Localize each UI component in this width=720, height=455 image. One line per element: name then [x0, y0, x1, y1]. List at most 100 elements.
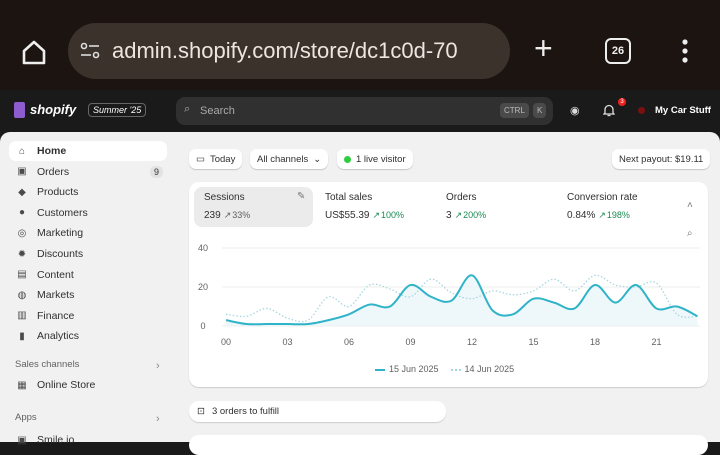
sidebar-item-label: Marketing: [37, 227, 83, 239]
sidebar-item-analytics[interactable]: ▮ Analytics: [9, 326, 167, 346]
customers-icon: ●: [16, 207, 28, 218]
sidebar-item-markets[interactable]: ◍ Markets: [9, 285, 167, 305]
date-filter-button[interactable]: ▭Today: [189, 149, 242, 169]
tabs-icon[interactable]: 26: [605, 38, 631, 64]
metric-label: Orders: [446, 192, 486, 203]
metric-value: 3: [446, 210, 452, 221]
sidebar-item-label: Markets: [37, 289, 74, 301]
sidebar-item-label: Products: [37, 186, 78, 198]
brand[interactable]: shopify: [30, 102, 76, 117]
metric-change: 198%: [607, 210, 630, 220]
channels-label: All channels: [257, 154, 308, 165]
payout-label: Next payout: $19.11: [619, 154, 703, 165]
plus-icon[interactable]: +: [534, 32, 553, 64]
metric-change: 100%: [381, 210, 404, 220]
sidebar-item-label: Analytics: [37, 330, 79, 342]
inbox-icon: ⊡: [197, 406, 205, 417]
x-tick-label: 12: [467, 337, 477, 347]
metric-label: Sessions: [204, 192, 250, 203]
collapse-chevron-icon[interactable]: ˄: [687, 200, 693, 211]
y-tick-label: 40: [198, 243, 208, 253]
live-visitor-button[interactable]: 1 live visitor: [337, 149, 413, 169]
analytics-icon: ▮: [16, 331, 28, 342]
site-settings-icon[interactable]: [80, 42, 100, 60]
orders-to-fulfill-card[interactable]: ⊡ 3 orders to fulfill: [189, 401, 446, 422]
sidebar-item-discounts[interactable]: ✹Discounts: [9, 244, 167, 264]
store-name[interactable]: My Car Stuff: [655, 105, 711, 116]
sidebar-item-label: Orders: [37, 166, 69, 178]
y-tick-label: 20: [198, 282, 208, 292]
chart-legend: 15 Jun 2025 14 Jun 2025: [375, 364, 514, 374]
legend-swatch-solid: [375, 369, 385, 371]
legend-label: 14 Jun 2025: [465, 364, 515, 374]
sidebar-item-label: Home: [37, 145, 66, 157]
browser-toolbar: admin.shopify.com/store/dc1c0d-70 + 26: [0, 0, 720, 90]
sidebar-item-marketing[interactable]: ◎Marketing: [9, 223, 167, 243]
metric-value: 0.84%: [567, 210, 595, 221]
edition-badge[interactable]: Summer '25: [88, 103, 146, 117]
app-icon: ▣: [16, 435, 28, 446]
metric-label: Total sales: [325, 192, 404, 203]
date-label: Today: [210, 154, 235, 165]
sidebar-item-finance[interactable]: ▥Finance: [9, 306, 167, 326]
x-tick-label: 18: [590, 337, 600, 347]
store-avatar[interactable]: [638, 107, 645, 114]
live-label: 1 live visitor: [356, 154, 406, 165]
metric-change: 200%: [463, 210, 486, 220]
sidebar-item-label: Smile.io: [37, 434, 74, 446]
store-icon: ▦: [16, 380, 28, 391]
trend-up-icon: ↗: [224, 210, 232, 220]
sidebar-item-content[interactable]: ▤Content: [9, 265, 167, 285]
home-icon[interactable]: [20, 38, 48, 66]
kbd-ctrl: CTRL: [500, 103, 529, 118]
legend-item-current[interactable]: 15 Jun 2025: [375, 364, 439, 374]
y-tick-label: 0: [200, 321, 205, 331]
legend-item-previous[interactable]: 14 Jun 2025: [451, 364, 515, 374]
current-area: [226, 275, 698, 326]
chevron-right-icon[interactable]: ›: [156, 413, 160, 425]
metric-value: US$55.39: [325, 210, 369, 221]
trend-up-icon: ↗: [372, 210, 380, 220]
home-icon: ⌂: [16, 146, 28, 157]
apps-heading[interactable]: Apps: [15, 412, 37, 423]
orders-to-fulfill-label: 3 orders to fulfill: [212, 406, 279, 417]
metric-total-sales[interactable]: Total sales US$55.39↗100%: [315, 187, 414, 227]
sidebar-item-label: Online Store: [37, 379, 95, 391]
chevron-right-icon[interactable]: ›: [156, 360, 160, 372]
metric-label: Conversion rate: [567, 192, 638, 203]
content-icon: ▤: [16, 269, 28, 280]
legend-swatch-dotted: [451, 369, 461, 371]
sidebar-item-home[interactable]: ⌂ Home: [9, 141, 167, 161]
edit-icon[interactable]: ✎: [297, 191, 305, 202]
sidebar-item-label: Customers: [37, 207, 88, 219]
address-bar[interactable]: admin.shopify.com/store/dc1c0d-70: [68, 23, 510, 79]
x-tick-label: 03: [282, 337, 292, 347]
sales-channels-heading[interactable]: Sales channels: [15, 359, 79, 370]
tab-count: 26: [612, 45, 624, 57]
sidebar-item-products[interactable]: ◆ Products: [9, 182, 167, 202]
shopify-logo-icon: [14, 102, 25, 118]
markets-icon: ◍: [16, 290, 28, 301]
next-card: [189, 435, 708, 455]
chart-search-icon[interactable]: ⌕: [687, 228, 693, 239]
sidebar-item-customers[interactable]: ● Customers: [9, 203, 167, 223]
sidebar-item-smile-io[interactable]: ▣ Smile.io: [9, 430, 167, 450]
channels-filter-button[interactable]: All channels⌄: [250, 149, 328, 169]
x-tick-label: 15: [528, 337, 538, 347]
search-input[interactable]: ⌕ Search CTRL K: [176, 97, 553, 125]
menu-icon[interactable]: [680, 38, 690, 64]
products-icon: ◆: [16, 187, 28, 198]
kbd-k: K: [533, 103, 546, 118]
search-icon: ⌕: [184, 103, 190, 116]
x-tick-label: 00: [221, 337, 231, 347]
sidebar-item-online-store[interactable]: ▦ Online Store: [9, 375, 167, 395]
next-payout-button[interactable]: Next payout: $19.11: [612, 149, 710, 169]
sidekick-icon[interactable]: ◉: [570, 104, 580, 117]
url-text: admin.shopify.com/store/dc1c0d-70: [112, 38, 458, 64]
bell-icon[interactable]: [603, 104, 615, 117]
